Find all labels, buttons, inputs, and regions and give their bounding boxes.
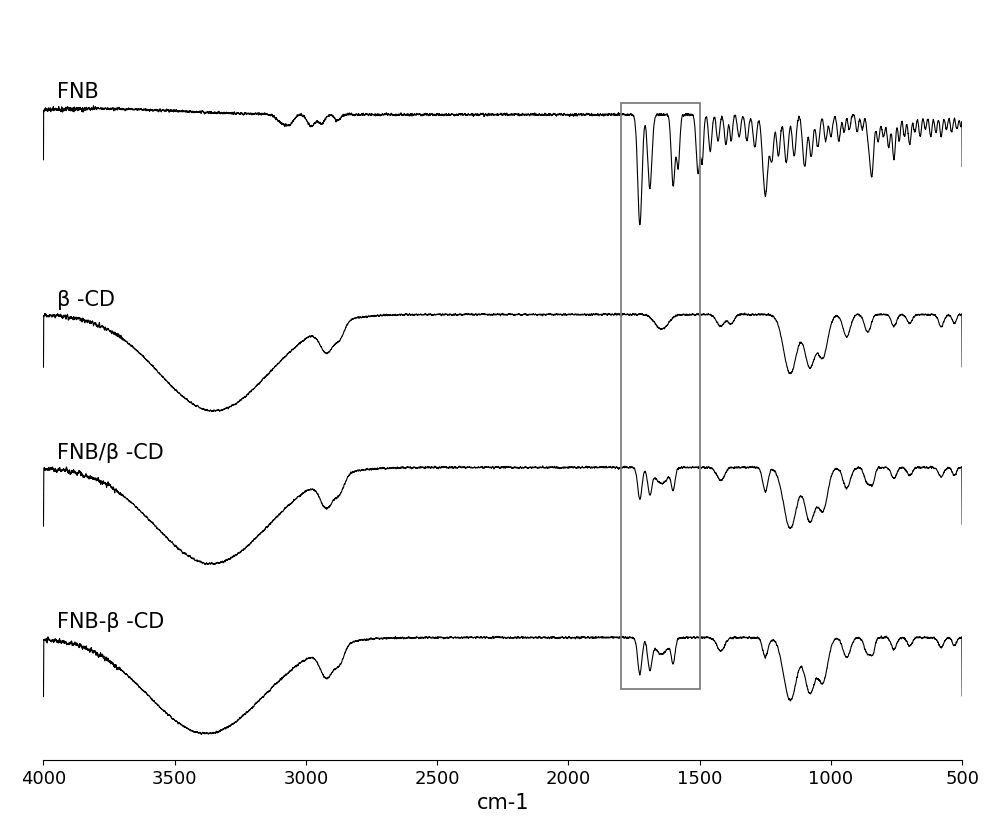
Text: FNB-β -CD: FNB-β -CD <box>57 612 164 632</box>
Text: FNB: FNB <box>57 83 98 103</box>
Text: FNB/β -CD: FNB/β -CD <box>57 443 163 463</box>
Text: β -CD: β -CD <box>57 289 115 309</box>
X-axis label: cm-1: cm-1 <box>477 793 529 813</box>
Bar <box>621 103 700 689</box>
